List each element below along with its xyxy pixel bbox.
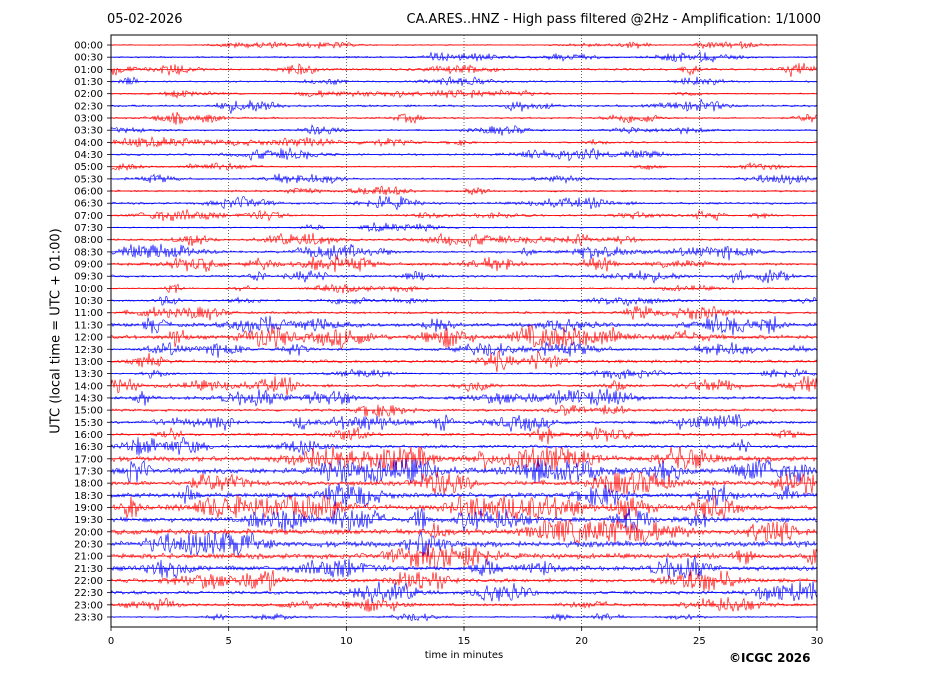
copyright-label: ©ICGC 2026 (729, 651, 811, 665)
chart-date: 05-02-2026 (107, 12, 183, 27)
trace-12:00 (110, 324, 818, 350)
y-tick-label: 03:00 (74, 114, 103, 125)
trace-18:30 (110, 483, 818, 508)
y-tick-label: 03:30 (74, 126, 103, 137)
trace-02:00 (110, 89, 818, 99)
y-tick-label: 08:00 (74, 235, 103, 246)
y-tick-label: 15:30 (74, 418, 103, 429)
trace-04:00 (110, 136, 817, 148)
y-tick-label: 08:30 (74, 247, 103, 258)
trace-15:30 (110, 413, 818, 432)
y-tick-label: 11:30 (74, 320, 103, 331)
y-tick-label: 00:30 (74, 53, 103, 64)
trace-19:00 (110, 494, 818, 521)
y-tick-label: 12:00 (74, 333, 103, 344)
y-tick-label: 02:00 (74, 89, 103, 100)
y-tick-label: 18:30 (74, 491, 103, 502)
y-tick-label: 20:30 (74, 539, 103, 550)
trace-10:30 (110, 295, 818, 307)
x-tick-label: 30 (811, 636, 824, 647)
y-tick-label: 21:30 (74, 564, 103, 575)
y-tick-label: 10:00 (74, 284, 103, 295)
y-tick-label: 07:00 (74, 211, 103, 222)
y-tick-label: 17:30 (74, 466, 103, 477)
chart-title: CA.ARES..HNZ - High pass filtered @2Hz -… (406, 12, 821, 27)
y-tick-label: 18:00 (74, 479, 103, 490)
trace-06:00 (110, 185, 818, 196)
y-tick-label: 15:00 (74, 406, 103, 417)
x-tick-label: 20 (575, 636, 588, 647)
y-tick-label: 13:00 (74, 357, 103, 368)
y-tick-label: 22:00 (74, 576, 103, 587)
y-tick-label: 12:30 (74, 345, 103, 356)
plot-frame (110, 34, 818, 628)
trace-16:00 (110, 426, 818, 445)
y-tick-label: 19:30 (74, 515, 103, 526)
y-tick-label: 10:30 (74, 296, 103, 307)
x-axis-label: time in minutes (424, 650, 504, 661)
y-tick-label: 11:00 (74, 308, 103, 319)
y-tick-label: 06:30 (74, 199, 103, 210)
x-tick-label: 15 (458, 636, 471, 647)
y-tick-label: 23:30 (74, 613, 103, 624)
y-tick-label: 17:00 (74, 454, 103, 465)
y-tick-label: 09:30 (74, 272, 103, 283)
y-tick-label: 22:30 (74, 588, 103, 599)
y-tick-label: 23:00 (74, 600, 103, 611)
x-tick-label: 5 (225, 636, 231, 647)
y-tick-label: 21:00 (74, 552, 103, 563)
trace-11:00 (110, 305, 818, 321)
y-tick-label: 05:30 (74, 174, 103, 185)
trace-14:30 (110, 388, 818, 407)
y-tick-label: 02:30 (74, 101, 103, 112)
y-tick-label: 04:00 (74, 138, 103, 149)
y-tick-label: 16:30 (74, 442, 103, 453)
x-tick-label: 0 (108, 636, 114, 647)
x-tick-label: 10 (340, 636, 353, 647)
trace-12:30 (110, 341, 818, 358)
y-tick-label: 07:30 (74, 223, 103, 234)
x-tick-label: 25 (693, 636, 706, 647)
y-tick-label: 06:00 (74, 187, 103, 198)
y-tick-label: 16:00 (74, 430, 103, 441)
trace-19:30 (110, 507, 818, 533)
y-tick-label: 09:00 (74, 260, 103, 271)
trace-17:30 (110, 458, 818, 484)
y-axis-label: UTC (local time = UTC + 01:00) (48, 228, 64, 434)
y-tick-label: 05:00 (74, 162, 103, 173)
y-tick-label: 19:00 (74, 503, 103, 514)
trace-01:00 (110, 62, 818, 77)
y-tick-label: 01:00 (74, 65, 103, 76)
y-tick-label: 14:30 (74, 393, 103, 404)
y-tick-label: 13:30 (74, 369, 103, 380)
y-tick-label: 04:30 (74, 150, 103, 161)
y-tick-label: 14:00 (74, 381, 103, 392)
y-tick-label: 00:00 (74, 41, 103, 52)
y-tick-label: 20:00 (74, 527, 103, 538)
y-tick-label: 01:30 (74, 77, 103, 88)
